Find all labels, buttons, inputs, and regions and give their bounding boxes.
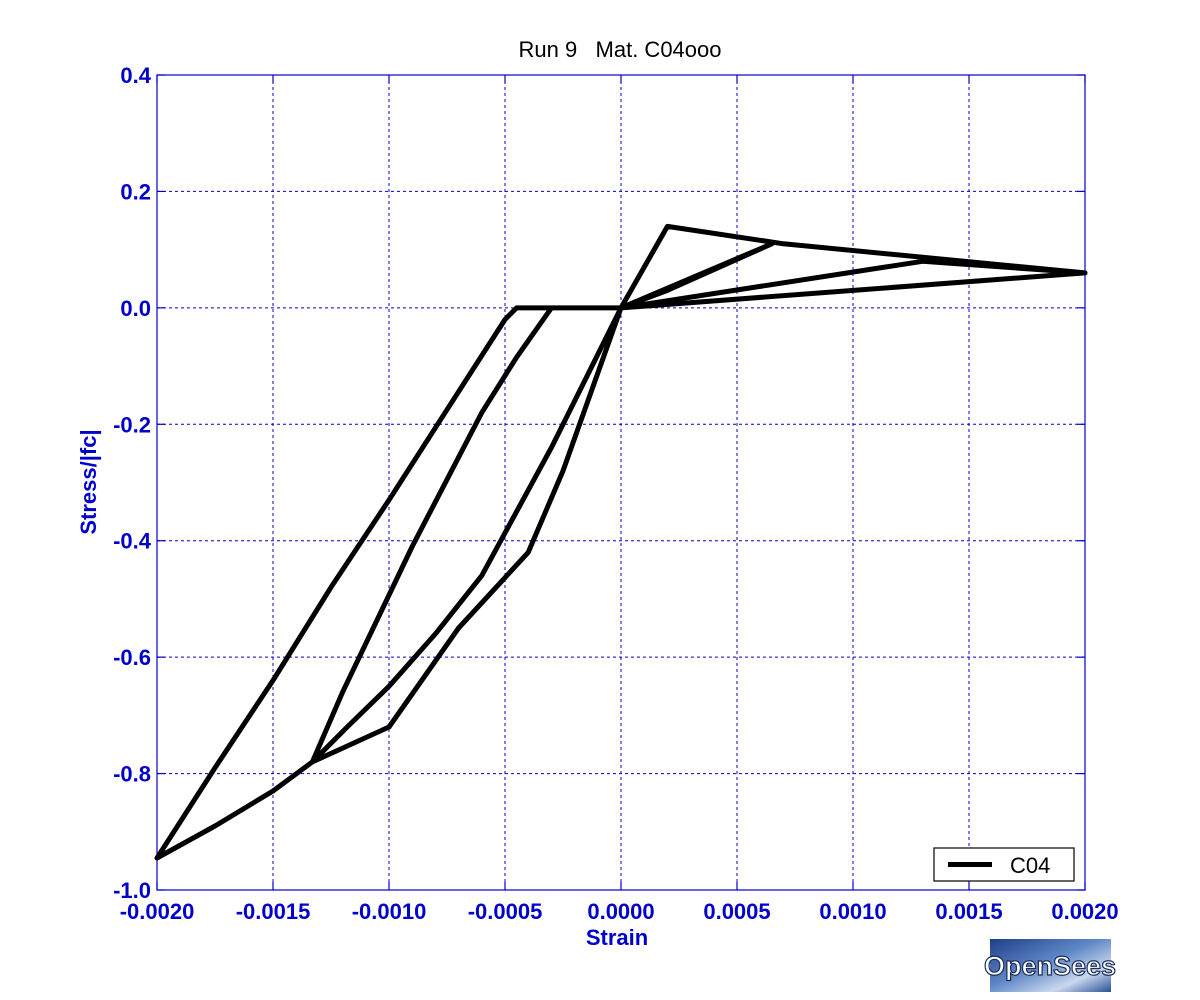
y-ticks: 0.4 0.2 0.0 -0.2 -0.4 -0.6 -0.8 -1.0 xyxy=(113,63,1085,903)
x-ticks: -0.0020 -0.0015 -0.0010 -0.0005 0.0000 0.0005… xyxy=(120,75,1119,924)
series-line-c04 xyxy=(154,223,1088,861)
y-tick-label: 0.0 xyxy=(120,296,151,321)
logo-background xyxy=(990,939,1111,992)
y-tick-label: -0.4 xyxy=(113,529,152,554)
logo-text: OpenSees xyxy=(984,951,1116,981)
x-tick-label: 0.0000 xyxy=(587,899,654,924)
y-tick-label: -1.0 xyxy=(113,878,151,903)
y-tick-label: -0.6 xyxy=(113,645,151,670)
y-axis-label: Stress/|fc| xyxy=(76,429,101,534)
x-axis-label: Strain xyxy=(586,925,648,950)
x-tick-label: -0.0015 xyxy=(236,899,311,924)
series-layer xyxy=(154,223,1088,861)
x-tick-label: -0.0005 xyxy=(468,899,543,924)
y-tick-label: -0.8 xyxy=(113,762,151,787)
x-tick-label: -0.0020 xyxy=(120,899,195,924)
x-tick-label: 0.0020 xyxy=(1051,899,1118,924)
chart-title: Run 9 Mat. C04ooo xyxy=(518,37,721,62)
x-tick-label: 0.0015 xyxy=(935,899,1002,924)
x-tick-label: 0.0005 xyxy=(703,899,770,924)
legend-label-c04: C04 xyxy=(1010,853,1050,878)
legend: C04 xyxy=(933,847,1075,882)
y-tick-label: 0.4 xyxy=(120,63,151,88)
y-tick-label: 0.2 xyxy=(120,179,151,204)
y-tick-label: -0.2 xyxy=(113,412,151,437)
x-tick-label: 0.0010 xyxy=(819,899,886,924)
opensees-logo: OpenSees xyxy=(983,939,1117,992)
x-tick-label: -0.0010 xyxy=(352,899,427,924)
